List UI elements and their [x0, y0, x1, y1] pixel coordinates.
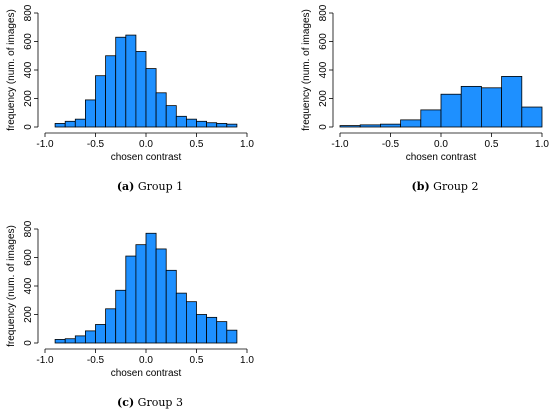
x-tick-label: 0.0 [139, 355, 153, 366]
x-tick-label: 1.0 [535, 139, 549, 150]
caption-text: Group 2 [430, 180, 479, 193]
histogram-bar [135, 244, 147, 344]
histogram-bar [339, 125, 361, 128]
x-tick-label: 1.0 [240, 355, 254, 366]
histogram-panel-group-1: -1.0 -0.5 0.0 0.5 1.0 0 200 400 600 800 chosen con… [6, 4, 254, 193]
histogram-bar [95, 75, 107, 128]
histogram-bar [185, 301, 197, 344]
caption-text: Group 1 [134, 180, 183, 193]
x-tick-label: 0.0 [139, 139, 153, 150]
y-tick-label: 400 [23, 61, 34, 78]
histogram-bar [226, 329, 238, 344]
x-tick-label: -0.5 [87, 355, 105, 366]
x-tick-label: 1.0 [240, 139, 254, 150]
x-tick-label: -1.0 [36, 355, 54, 366]
histogram-bar [105, 308, 117, 344]
histogram-bar [115, 36, 127, 128]
panel-caption: (c) Group 3 [117, 396, 183, 409]
y-tick-label: 0 [23, 340, 34, 346]
panel-caption: (a) Group 1 [117, 180, 183, 193]
histogram-bar [216, 321, 228, 344]
y-tick-label: 600 [23, 249, 34, 266]
histogram-bar [206, 316, 218, 344]
histogram-bar [135, 51, 147, 128]
caption-label: (a) [117, 180, 135, 193]
histogram-bar [165, 269, 177, 344]
caption-text: Group 3 [134, 396, 183, 409]
x-tick-label: -1.0 [331, 139, 349, 150]
histogram-bar [175, 115, 187, 128]
y-tick-label: 0 [318, 124, 329, 130]
histogram-bar [175, 292, 187, 344]
x-tick-label: -1.0 [36, 139, 54, 150]
histogram-bar [165, 105, 177, 128]
histogram-bar [206, 122, 218, 128]
y-axis-title: frequency (num. of images) [301, 9, 312, 131]
histogram-bar [64, 338, 76, 344]
histogram-bar [74, 335, 86, 344]
x-axis-title: chosen contrast [111, 368, 182, 379]
y-tick-label: 200 [23, 306, 34, 323]
histogram-bar [115, 289, 127, 344]
histogram-bar [480, 87, 502, 128]
x-tick-label: -0.5 [382, 139, 400, 150]
histogram-bar [196, 314, 208, 344]
x-tick-label: 0.0 [434, 139, 448, 150]
histogram-bar [440, 93, 462, 128]
y-tick-label: 800 [318, 4, 329, 21]
y-axis-title: frequency (num. of images) [6, 9, 17, 131]
histogram-bar [145, 232, 157, 344]
x-tick-label: 0.5 [190, 355, 204, 366]
histogram-bar [359, 124, 381, 128]
histogram-bar [105, 55, 117, 128]
panel-caption: (b) Group 2 [412, 180, 479, 193]
histogram-bar [226, 123, 238, 128]
histogram-bar [85, 330, 96, 344]
histogram-bar [125, 255, 137, 344]
x-tick-label: 0.5 [485, 139, 499, 150]
histogram-bar [125, 34, 137, 128]
histogram-bar [95, 324, 107, 344]
y-tick-label: 800 [23, 220, 34, 237]
histogram-bar [196, 120, 208, 128]
histogram-bar [216, 123, 228, 128]
y-tick-label: 0 [23, 124, 34, 130]
caption-label: (c) [117, 396, 134, 409]
histogram-panel-group-3: -1.0 -0.5 0.0 0.5 1.0 0 200 400 600 800 chosen con… [6, 220, 254, 409]
histogram-bar [400, 119, 422, 128]
y-tick-label: 200 [23, 90, 34, 107]
histogram-bar [501, 76, 523, 128]
y-tick-label: 400 [23, 277, 34, 294]
histogram-bar [460, 85, 482, 128]
caption-label: (b) [412, 180, 430, 193]
histogram-bar [145, 68, 157, 128]
x-axis-title: chosen contrast [406, 152, 477, 163]
histogram-bar [74, 118, 86, 128]
x-tick-label: -0.5 [87, 139, 105, 150]
histogram-bar [379, 123, 401, 128]
histogram-bar [185, 118, 197, 128]
y-tick-label: 600 [23, 33, 34, 50]
histogram-bar [54, 123, 66, 128]
histogram-bar [155, 92, 167, 128]
histogram-panel-group-2: -1.0 -0.5 0.0 0.5 1.0 0 200 400 600 800 chosen con… [301, 4, 549, 193]
y-tick-label: 400 [318, 61, 329, 78]
x-axis-title: chosen contrast [111, 152, 182, 163]
histogram-bar [155, 248, 167, 344]
y-tick-label: 600 [318, 33, 329, 50]
x-tick-label: 0.5 [190, 139, 204, 150]
y-tick-label: 800 [23, 4, 34, 21]
histogram-bar [85, 99, 96, 128]
histogram-bar [521, 106, 543, 128]
histogram-bar [64, 120, 76, 128]
histogram-bar [54, 339, 66, 344]
histogram-bar [420, 109, 442, 128]
y-axis-title: frequency (num. of images) [6, 225, 17, 347]
y-tick-label: 200 [318, 90, 329, 107]
